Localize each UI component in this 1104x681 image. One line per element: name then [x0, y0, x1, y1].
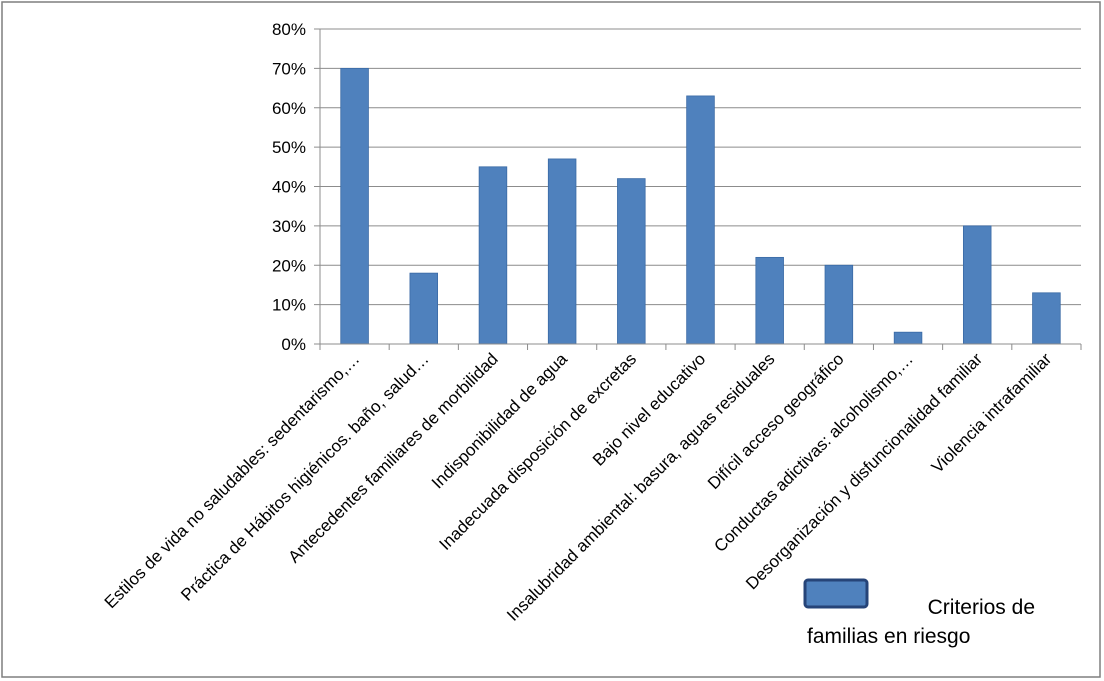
y-tick-label: 50%: [272, 138, 306, 157]
bars: [340, 67, 1061, 345]
axes: [319, 29, 1082, 350]
bar: [340, 67, 369, 345]
bar: [409, 272, 439, 345]
legend-label-line1: Criterios de: [928, 596, 1035, 619]
bar: [1032, 292, 1061, 345]
y-tick-label: 10%: [272, 296, 306, 315]
bar: [617, 178, 646, 345]
bar: [962, 225, 992, 345]
y-tick-label: 70%: [272, 59, 306, 78]
bar: [478, 166, 508, 345]
bar: [893, 331, 923, 345]
bar: [824, 264, 854, 345]
bar: [686, 95, 715, 345]
bar: [547, 158, 577, 345]
legend-swatch: [803, 578, 869, 609]
y-tick-label: 20%: [272, 256, 306, 275]
y-tick-label: 60%: [272, 99, 306, 118]
legend-label-line2: familias en riesgo: [807, 625, 970, 648]
legend: Criterios de familias en riesgo: [803, 578, 1035, 648]
y-tick-label: 80%: [272, 20, 306, 39]
y-tick-label: 40%: [272, 178, 306, 197]
y-tick-label: 0%: [281, 335, 306, 354]
y-tick-label: 30%: [272, 217, 306, 236]
bar: [755, 256, 784, 345]
y-axis-tick-labels: 0% 10% 20% 30% 40% 50% 60% 70% 80%: [272, 20, 306, 354]
